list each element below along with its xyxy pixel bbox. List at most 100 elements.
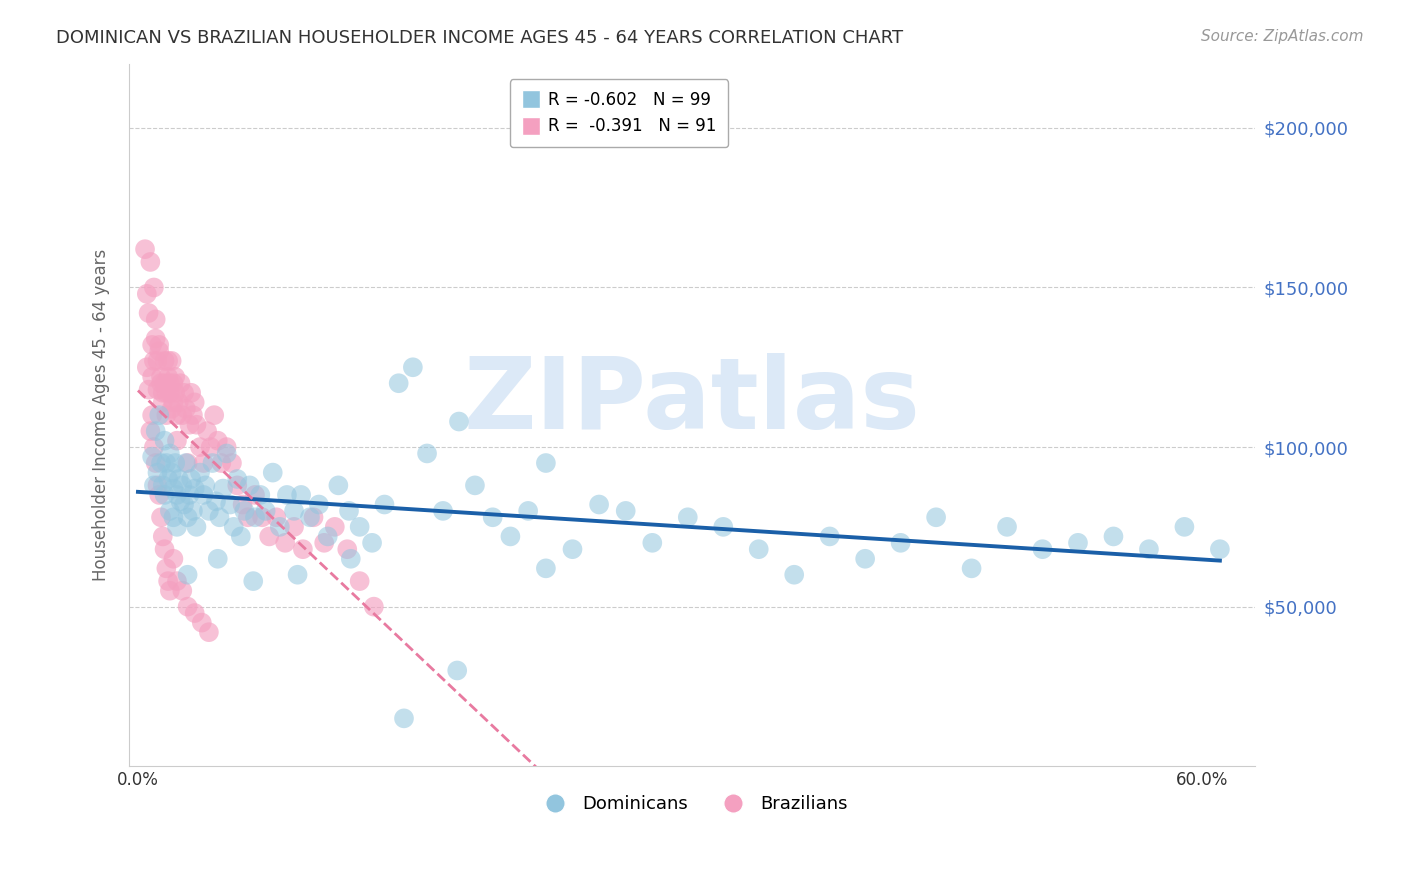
Point [159,583,181,598]
Point [416,446,439,460]
Point [499,529,522,543]
Point [146,466,169,480]
Point [676,510,699,524]
Point [534,561,557,575]
Point [207,551,229,566]
Point [166,408,188,422]
Point [195,424,218,438]
Point [373,498,395,512]
Point [614,504,637,518]
Point [169,494,191,508]
Point [641,536,664,550]
Point [242,574,264,588]
Point [186,417,208,432]
Point [308,498,330,512]
Point [165,385,187,400]
Point [145,312,167,326]
Point [153,542,176,557]
Point [328,478,350,492]
Point [145,456,167,470]
Point [138,383,160,397]
Point [302,510,325,524]
Point [172,478,194,492]
Point [180,472,202,486]
Point [336,542,359,557]
Point [148,408,170,422]
Point [135,360,157,375]
Point [853,551,876,566]
Point [215,440,238,454]
Point [162,482,184,496]
Point [141,450,163,464]
Point [266,510,288,524]
Point [150,376,173,391]
Point [172,583,194,598]
Point [818,529,841,543]
Point [198,625,221,640]
Point [135,286,157,301]
Point [157,354,180,368]
Point [167,472,190,486]
Point [157,369,180,384]
Point [150,510,173,524]
Point [165,369,187,384]
Point [167,395,190,409]
Point [748,542,770,557]
Point [162,395,184,409]
Point [162,551,184,566]
Point [183,482,205,496]
Point [316,529,339,543]
Point [166,434,188,448]
Point [274,536,297,550]
Point [159,504,181,518]
Point [155,456,177,470]
Point [153,376,176,391]
Point [960,561,983,575]
Point [142,354,165,368]
Point [250,510,273,524]
Point [141,369,163,384]
Point [183,606,205,620]
Point [283,504,305,518]
Point [141,408,163,422]
Point [160,401,183,416]
Point [205,494,228,508]
Point [243,488,266,502]
Point [1137,542,1160,557]
Point [172,408,194,422]
Point [146,478,169,492]
Point [191,615,214,630]
Point [166,574,188,588]
Point [173,498,195,512]
Point [1173,520,1195,534]
Point [229,529,252,543]
Point [186,520,208,534]
Point [179,488,201,502]
Point [314,536,336,550]
Point [198,504,221,518]
Point [152,385,174,400]
Point [155,385,177,400]
Point [148,488,170,502]
Point [349,520,371,534]
Point [219,498,242,512]
Text: ZIPatlas: ZIPatlas [464,352,921,450]
Point [254,504,277,518]
Point [215,446,238,460]
Point [402,360,425,375]
Point [209,456,232,470]
Point [291,542,314,557]
Point [283,520,305,534]
Point [233,504,256,518]
Point [1209,542,1232,557]
Point [159,385,181,400]
Point [1102,529,1125,543]
Point [517,504,540,518]
Point [142,440,165,454]
Point [890,536,912,550]
Point [226,472,249,486]
Point [174,401,197,416]
Legend: Dominicans, Brazilians: Dominicans, Brazilians [530,788,855,821]
Point [711,520,734,534]
Y-axis label: Householder Income Ages 45 - 64 years: Householder Income Ages 45 - 64 years [93,249,110,582]
